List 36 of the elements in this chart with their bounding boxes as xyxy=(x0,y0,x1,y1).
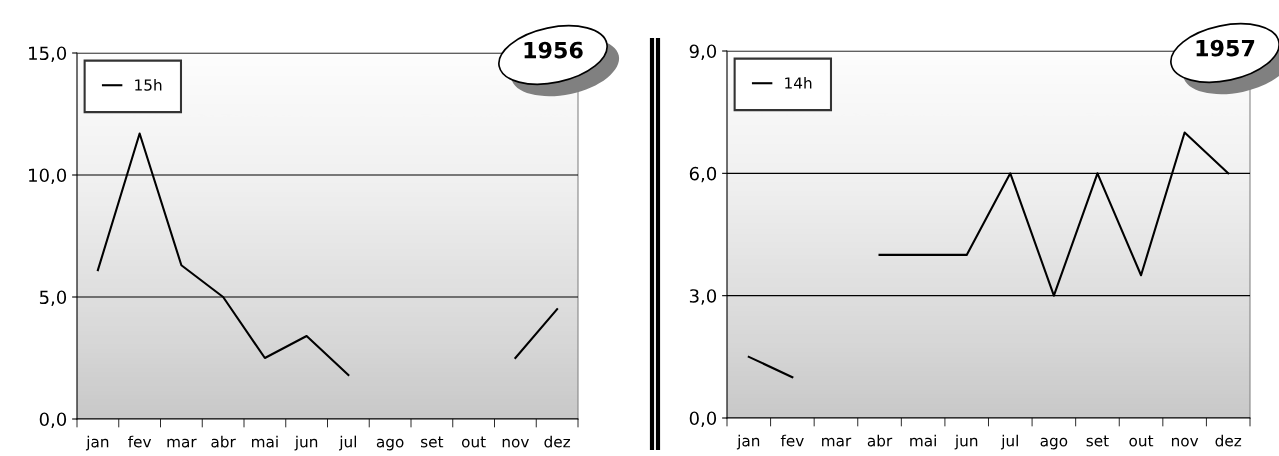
legend-label: 14h xyxy=(785,76,812,89)
x-tick-label: ago xyxy=(1040,437,1068,450)
x-tick-label: mar xyxy=(167,438,197,448)
x-tick-label: jul xyxy=(339,435,357,451)
x-tick-label: abr xyxy=(867,434,893,447)
x-tick-label: set xyxy=(1086,435,1109,447)
x-tick-label: jun xyxy=(294,435,318,451)
x-tick-label: set xyxy=(421,436,444,448)
x-tick-label: mai xyxy=(910,434,936,447)
x-tick-label: jun xyxy=(954,434,978,450)
x-tick-label: fev xyxy=(780,434,804,447)
x-tick-label: jan xyxy=(85,435,109,451)
x-tick-label: mai xyxy=(252,435,278,448)
x-tick-label: mar xyxy=(822,437,852,447)
y-tick-label: 5,0 xyxy=(39,290,67,306)
chart-title: 1957 xyxy=(1196,39,1255,57)
y-tick-label: 0,0 xyxy=(689,411,717,427)
x-tick-label: nov xyxy=(1171,437,1199,447)
y-tick-label: 15,0 xyxy=(29,46,67,62)
y-tick-label: 10,0 xyxy=(29,168,67,184)
x-tick-label: out xyxy=(1129,435,1154,447)
y-tick-label: 3,0 xyxy=(689,289,717,305)
x-tick-label: nov xyxy=(502,438,529,448)
x-tick-label: out xyxy=(461,436,486,448)
x-tick-label: jan xyxy=(736,434,760,450)
chart-title: 1956 xyxy=(524,41,583,59)
y-tick-label: 0,0 xyxy=(39,412,67,428)
y-tick-label: 9,0 xyxy=(689,44,717,60)
x-tick-label: jul xyxy=(1000,434,1018,450)
legend-label: 15h xyxy=(135,78,162,91)
x-tick-label: abr xyxy=(211,435,236,448)
x-tick-label: dez xyxy=(544,435,571,448)
x-tick-label: ago xyxy=(376,438,404,451)
x-tick-label: dez xyxy=(1215,434,1242,447)
x-tick-label: fev xyxy=(128,435,152,448)
y-tick-label: 6,0 xyxy=(689,166,717,183)
